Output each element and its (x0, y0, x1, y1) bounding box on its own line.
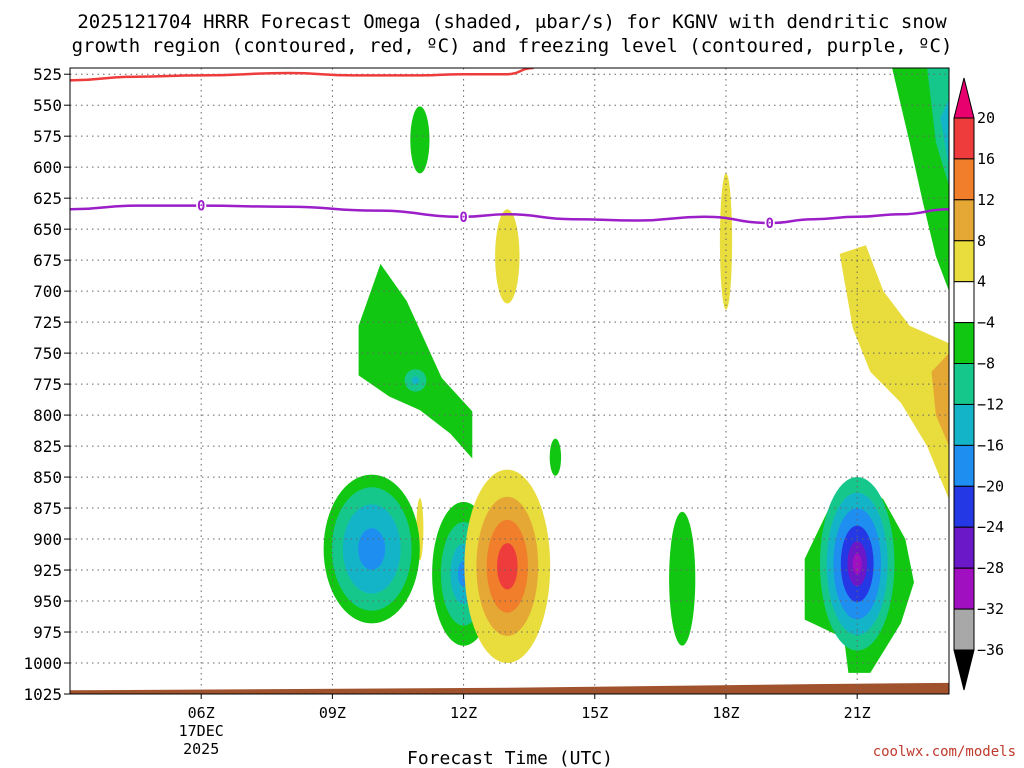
chart-title-line-1: 2025121704 HRRR Forecast Omega (shaded, … (77, 11, 947, 33)
freezing-level-label-bg-0 (196, 197, 207, 213)
y-tick-label-825: 825 (33, 437, 62, 456)
y-tick-label-800: 800 (33, 406, 62, 425)
plot-frame (69, 67, 950, 695)
freezing-level-label: 0 (765, 216, 773, 232)
colorbar-label-4: 4 (977, 273, 986, 291)
omega-region-9-level-3 (497, 543, 518, 590)
x-tick-label-09Z: 09Z (319, 704, 346, 722)
colorbar-label-11: −28 (977, 559, 1004, 577)
colorbar-bin-12 (953, 567, 975, 610)
y-tick-label-850: 850 (33, 468, 62, 487)
omega-region-10-level-0 (669, 511, 696, 646)
colorbar-label-3: 8 (977, 232, 986, 250)
omega-region-1-level-0 (495, 209, 520, 304)
x-axis-title: Forecast Time (UTC) (407, 748, 613, 768)
colorbar-label-10: −24 (977, 518, 1004, 536)
pressure-axis: 525 550 575 600 625 650 675 700 725 750 775 800 825 8… (23, 65, 70, 704)
y-tick-label-675: 675 (33, 251, 62, 270)
freezing-level-label: 0 (459, 210, 467, 226)
surface-terrain (70, 682, 949, 694)
colorbar-bin-7 (953, 363, 975, 405)
x-date-label-0: 17DEC (179, 722, 224, 740)
y-tick-label-525: 525 (33, 65, 62, 84)
colorbar-label-0: 20 (977, 109, 995, 127)
omega-region-5 (358, 263, 473, 459)
y-tick-label-650: 650 (33, 220, 62, 239)
colorbar-label-2: 12 (977, 191, 995, 209)
freezing-level-label: 0 (197, 199, 205, 215)
y-tick-label-875: 875 (33, 499, 62, 518)
y-tick-label-575: 575 (33, 127, 62, 146)
colorbar-bin-10 (953, 485, 975, 528)
freezing-level-label-bg-2 (764, 214, 775, 230)
freezing-level-label-bg-1 (458, 208, 469, 224)
colorbar-top-arrow (953, 77, 975, 119)
y-tick-label-1025: 1025 (23, 685, 62, 704)
freezing-level-contour (70, 204, 949, 225)
colorbar-bin-3 (953, 199, 975, 242)
x-tick-label-21Z: 21Z (844, 704, 871, 722)
omega-region-16 (927, 68, 949, 186)
omega-region-6-level-1 (411, 376, 420, 385)
y-tick-label-975: 975 (33, 623, 62, 642)
y-tick-label-775: 775 (33, 375, 62, 394)
colorbar-bin-1 (953, 117, 975, 160)
y-tick-label-625: 625 (33, 189, 62, 208)
y-tick-label-700: 700 (33, 282, 62, 301)
omega-region-13 (839, 245, 949, 500)
omega-region-17 (940, 99, 949, 168)
colorbar-label-12: −32 (977, 600, 1004, 618)
colorbar-bottom-arrow (953, 649, 975, 691)
colorbar-bin-8 (953, 404, 975, 446)
colorbar-bin-6 (953, 322, 975, 365)
omega-region-4-level-0 (549, 438, 562, 476)
colorbar-label-8: −16 (977, 436, 1004, 454)
chart-title-line-2: growth region (contoured, red, ºC) and f… (72, 35, 953, 57)
colorbar: 20 16 12 8 4 −4 −8 −12 −16 −20 −24 −28 −32 −36 (953, 77, 1004, 691)
colorbar-bin-11 (953, 526, 975, 569)
x-date-label-1: 2025 (183, 740, 219, 758)
colorbar-bin-9 (953, 444, 975, 487)
x-tick-label-06Z: 06Z (188, 704, 215, 722)
y-tick-label-925: 925 (33, 561, 62, 580)
colorbar-label-9: −20 (977, 477, 1004, 495)
colorbar-label-13: −36 (977, 641, 1004, 659)
x-tick-label-18Z: 18Z (712, 704, 739, 722)
colorbar-bin-13 (953, 608, 975, 651)
y-tick-label-725: 725 (33, 313, 62, 332)
omega-shading (70, 68, 949, 694)
y-tick-label-600: 600 (33, 158, 62, 177)
colorbar-bin-2 (953, 158, 975, 201)
colorbar-label-7: −12 (977, 395, 1004, 413)
colorbar-bin-4 (953, 240, 975, 283)
dendritic-growth-contour (70, 68, 534, 82)
colorbar-label-5: −4 (977, 314, 995, 332)
y-tick-label-1000: 1000 (23, 654, 62, 673)
y-tick-label-750: 750 (33, 344, 62, 363)
y-tick-label-550: 550 (33, 96, 62, 115)
x-tick-label-12Z: 12Z (450, 704, 477, 722)
y-tick-label-950: 950 (33, 592, 62, 611)
colorbar-label-6: −8 (977, 355, 995, 373)
omega-region-7-level-3 (358, 528, 386, 570)
colorbar-label-1: 16 (977, 150, 995, 168)
x-tick-label-15Z: 15Z (581, 704, 608, 722)
contour-lines: 0 0 0 (70, 68, 949, 232)
grid-lines (70, 68, 949, 694)
credit-text: coolwx.com/models (873, 744, 1016, 760)
colorbar-bin-5 (953, 281, 975, 324)
y-tick-label-900: 900 (33, 530, 62, 549)
omega-region-0-level-0 (410, 106, 430, 174)
omega-region-2-level-0 (719, 173, 733, 310)
omega-region-14 (931, 353, 949, 447)
